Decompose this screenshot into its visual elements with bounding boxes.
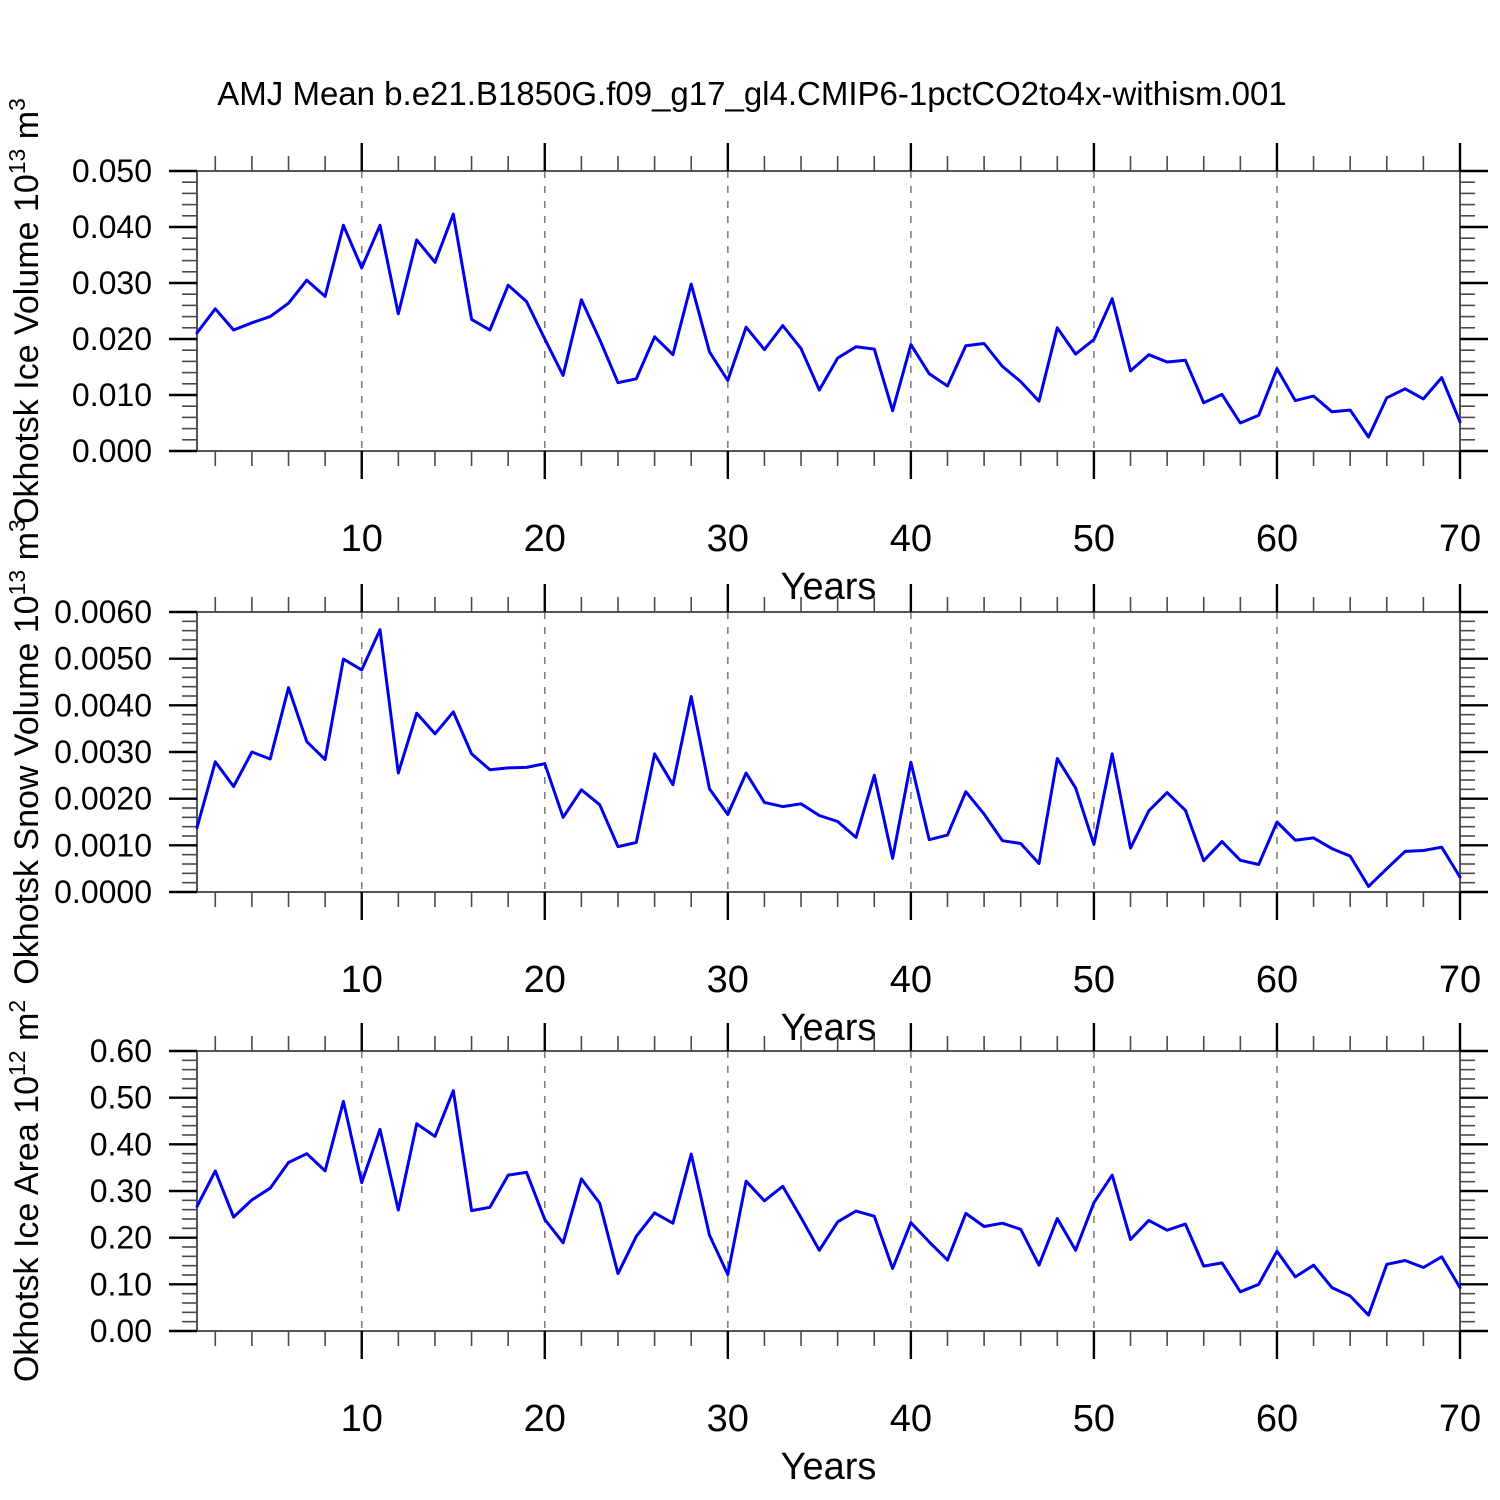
panel-ice-area: 0.00 0.10 0.20 0.30 0.40 0.50 0.60 10 20 30 40 50 60… (4, 1000, 1488, 1488)
x-axis-tick-label: 30 (707, 1398, 749, 1440)
x-axis-tick-label: 20 (524, 1398, 566, 1440)
ice-area-line (195, 1089, 1462, 1317)
x-axis-tick-label: 70 (1439, 518, 1481, 560)
y-axis-tick-label: 0.60 (90, 1033, 152, 1069)
panel-snow-volume: 0.0000 0.0010 0.0020 0.0030 0.0040 0.0050 0.00… (4, 519, 1488, 1049)
x-axis-tick-label: 70 (1439, 959, 1481, 1001)
x-axis-tick-label: 50 (1073, 959, 1115, 1001)
y-axis-tick-label: 0.030 (72, 265, 152, 301)
y-axis-tick-label: 0.40 (90, 1126, 152, 1162)
snow-volume-line (195, 628, 1462, 888)
panel-frame (196, 170, 1461, 452)
x-axis-tick-label: 40 (890, 1398, 932, 1440)
x-axis-tick-label: 10 (341, 959, 383, 1001)
y-axis-tick-label: 0.50 (90, 1080, 152, 1116)
x-axis-tick-label: 50 (1073, 518, 1115, 560)
panel-frame (196, 1050, 1461, 1332)
x-axis-tick-label: 10 (341, 1398, 383, 1440)
y-axis-tick-label: 0.040 (72, 209, 152, 245)
x-axis-title: Years (781, 1007, 877, 1049)
y-axis-tick-label: 0.20 (90, 1220, 152, 1256)
x-axis-title: Years (781, 1446, 877, 1488)
x-axis-tick-label: 20 (524, 518, 566, 560)
y-axis-title: Okhotsk Ice Volume 1013 m3 (4, 98, 46, 524)
y-axis-tick-label: 0.0030 (54, 734, 152, 770)
x-axis-tick-label: 40 (890, 959, 932, 1001)
y-axis-tick-label: 0.010 (72, 377, 152, 413)
x-axis-tick-label: 70 (1439, 1398, 1481, 1440)
y-axis-tick-label: 0.020 (72, 321, 152, 357)
y-axis-tick-label: 0.0040 (54, 687, 152, 723)
y-axis-tick-label: 0.0050 (54, 641, 152, 677)
panel-ice-volume: 0.000 0.010 0.020 0.030 0.040 0.050 10 20 30 40 50… (4, 98, 1488, 608)
y-axis-tick-label: 0.00 (90, 1313, 152, 1349)
y-axis-tick-label: 0.10 (90, 1266, 152, 1302)
x-axis-tick-label: 50 (1073, 1398, 1115, 1440)
y-axis-tick-label: 0.0060 (54, 594, 152, 630)
ice-volume-line (195, 212, 1462, 439)
y-axis-tick-label: 0.30 (90, 1173, 152, 1209)
y-axis-tick-label: 0.000 (72, 433, 152, 469)
y-axis-title: Okhotsk Snow Volume 1013 m3 (4, 519, 46, 985)
y-axis-tick-label: 0.0020 (54, 781, 152, 817)
panel-frame (196, 611, 1461, 893)
y-axis-tick-label: 0.050 (72, 153, 152, 189)
x-axis-tick-label: 30 (707, 959, 749, 1001)
x-axis-tick-label: 60 (1256, 1398, 1298, 1440)
y-axis-title: Okhotsk Ice Area 1012 m2 (4, 1000, 46, 1382)
x-axis-tick-label: 60 (1256, 959, 1298, 1001)
x-axis-tick-label: 20 (524, 959, 566, 1001)
chart-title: AMJ Mean b.e21.B1850G.f09_g17_gl4.CMIP6-… (217, 75, 1286, 112)
x-axis-title: Years (781, 566, 877, 608)
y-axis-tick-label: 0.0000 (54, 874, 152, 910)
y-axis-tick-label: 0.0010 (54, 827, 152, 863)
x-axis-tick-label: 40 (890, 518, 932, 560)
x-axis-tick-label: 30 (707, 518, 749, 560)
x-axis-tick-label: 60 (1256, 518, 1298, 560)
x-axis-tick-label: 10 (341, 518, 383, 560)
